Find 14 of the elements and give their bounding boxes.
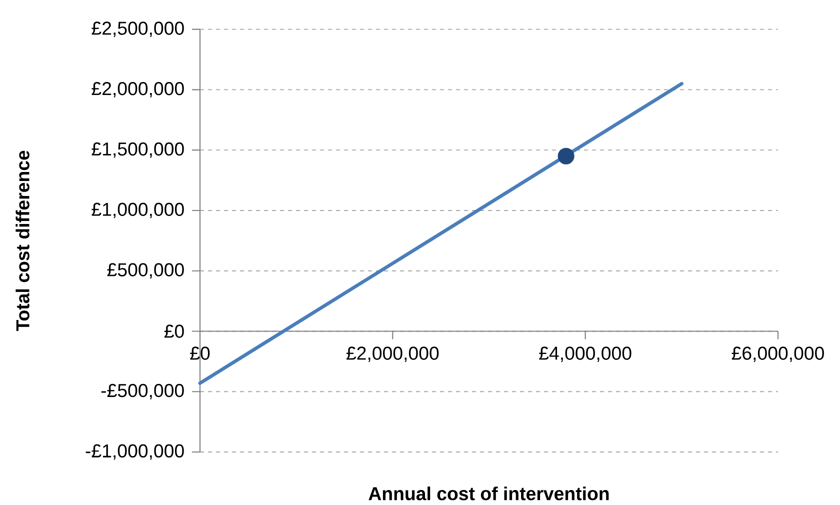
y-tick-label: £2,000,000 <box>92 82 184 98</box>
y-tick-label: £1,500,000 <box>92 142 184 158</box>
x-tick-label: £0 <box>190 346 210 360</box>
y-tick-label: £500,000 <box>107 263 184 279</box>
y-tick-label: £1,000,000 <box>92 202 184 218</box>
x-tick-label: £2,000,000 <box>346 346 439 362</box>
y-tick-label: £0 <box>164 324 184 338</box>
y-tick-label: -£1,000,000 <box>86 444 184 460</box>
y-tick-label: -£500,000 <box>101 384 184 400</box>
y-axis-title: Total cost difference <box>16 150 30 332</box>
x-tick-label: £4,000,000 <box>539 346 632 362</box>
x-axis-title: Annual cost of intervention <box>368 486 609 500</box>
y-tick-label: £2,500,000 <box>92 22 184 38</box>
x-tick-label: £6,000,000 <box>732 346 824 362</box>
